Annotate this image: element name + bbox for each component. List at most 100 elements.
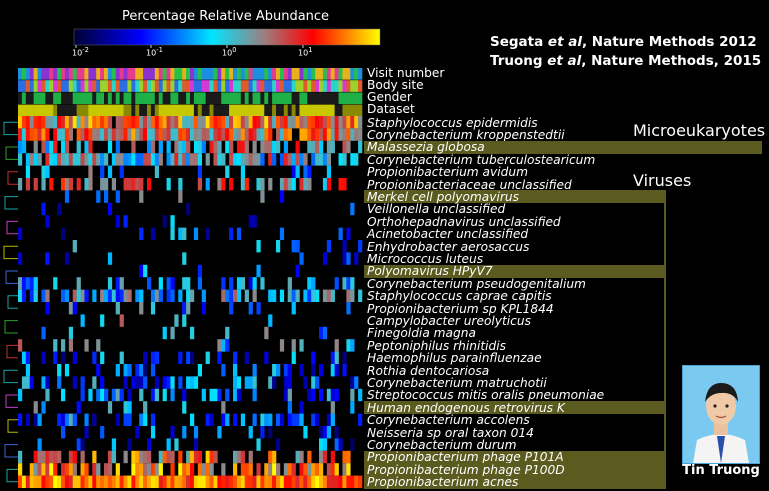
meta-cell bbox=[205, 104, 210, 117]
meta-cell bbox=[29, 80, 34, 92]
heatmap-cell bbox=[197, 463, 203, 476]
heatmap-cell bbox=[45, 165, 50, 178]
meta-cell bbox=[49, 92, 54, 105]
heatmap-cell bbox=[217, 426, 222, 439]
section-viruses: Viruses bbox=[633, 171, 692, 190]
heatmap-cell bbox=[193, 475, 199, 488]
meta-cell bbox=[233, 92, 238, 105]
meta-cell bbox=[92, 80, 97, 92]
metadata-label: Visit number bbox=[367, 65, 445, 80]
meta-cell bbox=[334, 68, 339, 80]
heatmap-cell bbox=[61, 388, 66, 402]
heatmap-cell bbox=[53, 450, 58, 464]
heatmap-cell bbox=[107, 401, 113, 414]
heatmap-cell bbox=[107, 450, 113, 464]
heatmap-cell bbox=[236, 289, 242, 302]
heatmap-cell bbox=[287, 413, 292, 426]
meta-cell bbox=[276, 68, 281, 80]
heatmap-cell bbox=[57, 475, 62, 488]
heatmap-cell bbox=[127, 401, 132, 414]
heatmap-cell bbox=[68, 463, 74, 476]
heatmap-cell bbox=[346, 289, 351, 302]
meta-cell bbox=[147, 68, 152, 80]
heatmap-cell bbox=[244, 178, 249, 191]
heatmap-cell bbox=[123, 401, 128, 414]
heatmap-cell bbox=[68, 450, 74, 464]
heatmap-cell bbox=[25, 351, 31, 364]
heatmap-cell bbox=[197, 153, 203, 166]
heatmap-cell bbox=[123, 128, 128, 141]
heatmap-cell bbox=[25, 376, 31, 389]
meta-cell bbox=[100, 92, 105, 105]
heatmap-cell bbox=[272, 475, 277, 488]
meta-cell bbox=[18, 92, 23, 105]
heatmap-cell bbox=[178, 153, 183, 166]
heatmap-cell bbox=[25, 364, 31, 377]
row-label: Corynebacterium matruchotii bbox=[367, 375, 547, 390]
meta-cell bbox=[276, 80, 281, 92]
heatmap-cell bbox=[240, 153, 246, 166]
heatmap-cell bbox=[252, 140, 257, 154]
heatmap-cell bbox=[37, 413, 42, 426]
virus-bracket bbox=[664, 191, 684, 482]
heatmap-cell bbox=[18, 339, 23, 352]
heatmap-cell bbox=[33, 475, 38, 488]
heatmap-cell bbox=[33, 116, 38, 129]
meta-cell bbox=[244, 104, 249, 117]
heatmap-cell bbox=[100, 178, 105, 191]
meta-cell bbox=[190, 104, 195, 117]
meta-cell bbox=[119, 104, 124, 117]
heatmap-cell bbox=[190, 153, 195, 166]
heatmap-cell bbox=[68, 413, 74, 426]
meta-cell bbox=[295, 80, 300, 92]
heatmap-cell bbox=[57, 153, 62, 166]
heatmap-cell bbox=[115, 413, 120, 426]
heatmap-cell bbox=[41, 376, 46, 389]
heatmap-cell bbox=[64, 178, 70, 191]
heatmap-cell bbox=[96, 364, 101, 377]
heatmap-cell bbox=[334, 277, 339, 290]
heatmap-cell bbox=[295, 264, 300, 278]
meta-cell bbox=[57, 68, 62, 80]
heatmap-cell bbox=[358, 289, 363, 302]
meta-cell bbox=[41, 104, 46, 117]
meta-cell bbox=[68, 92, 74, 105]
meta-cell bbox=[49, 80, 54, 92]
heatmap-cell bbox=[350, 401, 355, 414]
heatmap-cell bbox=[33, 463, 38, 476]
heatmap-cell bbox=[178, 140, 183, 154]
meta-cell bbox=[272, 104, 277, 117]
heatmap-cell bbox=[143, 351, 148, 364]
heatmap-cell bbox=[186, 463, 191, 476]
heatmap-cell bbox=[299, 252, 304, 265]
heatmap-cell bbox=[342, 128, 347, 141]
heatmap-cell bbox=[150, 388, 156, 402]
heatmap-cell bbox=[358, 388, 363, 402]
row-label: Propionibacterium phage P100D bbox=[367, 462, 565, 477]
meta-cell bbox=[135, 68, 140, 80]
heatmap-cell bbox=[45, 463, 50, 476]
heatmap-cell bbox=[260, 277, 265, 290]
heatmap-cell bbox=[315, 153, 320, 166]
heatmap-cell bbox=[338, 128, 343, 141]
heatmap-cell bbox=[190, 351, 195, 364]
heatmap-cell bbox=[84, 339, 89, 352]
meta-cell bbox=[37, 104, 42, 117]
heatmap-cell bbox=[186, 277, 191, 290]
heatmap-cell bbox=[240, 140, 246, 154]
meta-cell bbox=[268, 92, 273, 105]
meta-cell bbox=[100, 68, 105, 80]
heatmap-cell bbox=[299, 475, 304, 488]
heatmap-cell bbox=[209, 413, 214, 426]
heatmap-cell bbox=[119, 277, 124, 290]
meta-cell bbox=[326, 80, 332, 92]
heatmap-cell bbox=[64, 128, 70, 141]
heatmap-cell bbox=[260, 426, 265, 439]
heatmap-cell bbox=[119, 289, 124, 302]
meta-cell bbox=[68, 104, 74, 117]
heatmap-cell bbox=[186, 153, 191, 166]
meta-cell bbox=[139, 104, 144, 117]
heatmap-cell bbox=[213, 450, 218, 464]
heatmap-cell bbox=[299, 450, 304, 464]
